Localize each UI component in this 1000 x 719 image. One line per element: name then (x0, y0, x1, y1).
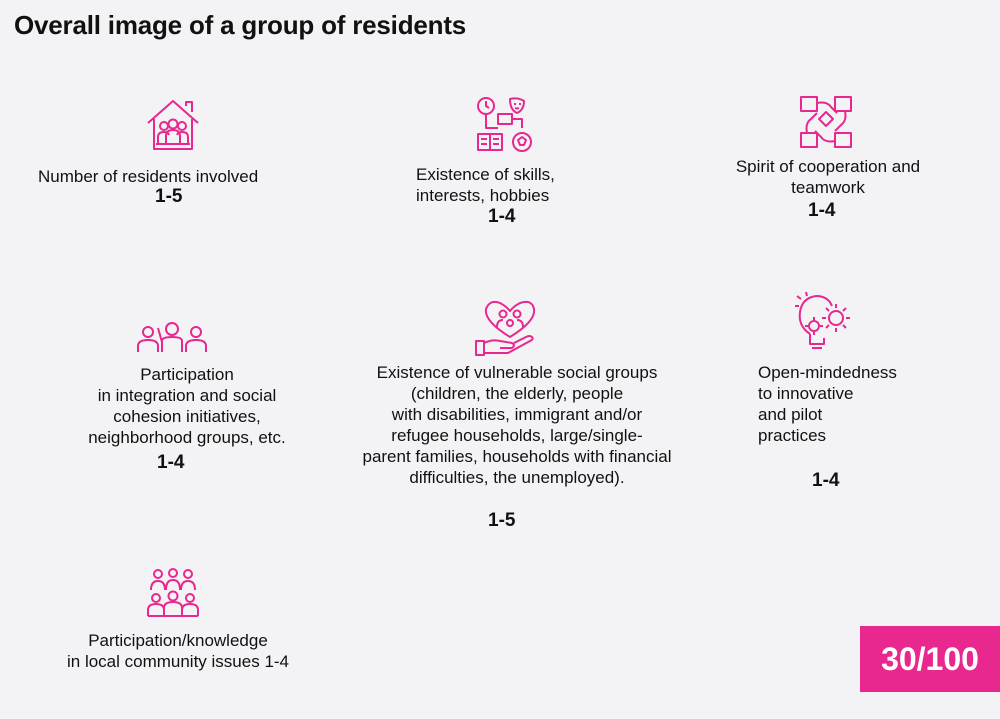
criterion-label-vulnerable-groups: Existence of vulnerable social groups (c… (362, 363, 672, 487)
criterion-score-participation: 1-4 (157, 452, 185, 473)
house-residents-icon (144, 96, 202, 154)
criterion-score-vulnerable-groups: 1-5 (488, 510, 516, 531)
criterion-score-residents-involved: 1-5 (155, 186, 183, 207)
criterion-score-cooperation: 1-4 (808, 200, 836, 221)
criterion-score-skills: 1-4 (488, 206, 516, 227)
page-title: Overall image of a group of residents (14, 10, 467, 40)
criterion-score-open-mindedness: 1-4 (812, 470, 840, 491)
criterion-label-open-mindedness: Open-mindedness to innovative and pilot … (758, 363, 897, 445)
participation-people-icon (136, 320, 208, 354)
teamwork-hands-icon (797, 93, 855, 151)
criterion-label-participation: Participation in integration and social … (88, 365, 286, 447)
skills-hobbies-icon (474, 94, 536, 156)
community-group-icon (146, 568, 200, 618)
criterion-label-skills: Existence of skills, interests, hobbies (416, 165, 555, 205)
heart-hand-care-icon (474, 297, 540, 357)
criterion-label-cooperation: Spirit of cooperation and teamwork (735, 157, 921, 197)
criterion-label-residents-involved: Number of residents involved (38, 167, 259, 186)
lightbulb-gear-icon (794, 290, 856, 354)
criterion-label-community-issues: Participation/knowledge in local communi… (66, 631, 290, 671)
total-score-badge: 30/100 (860, 626, 1000, 692)
